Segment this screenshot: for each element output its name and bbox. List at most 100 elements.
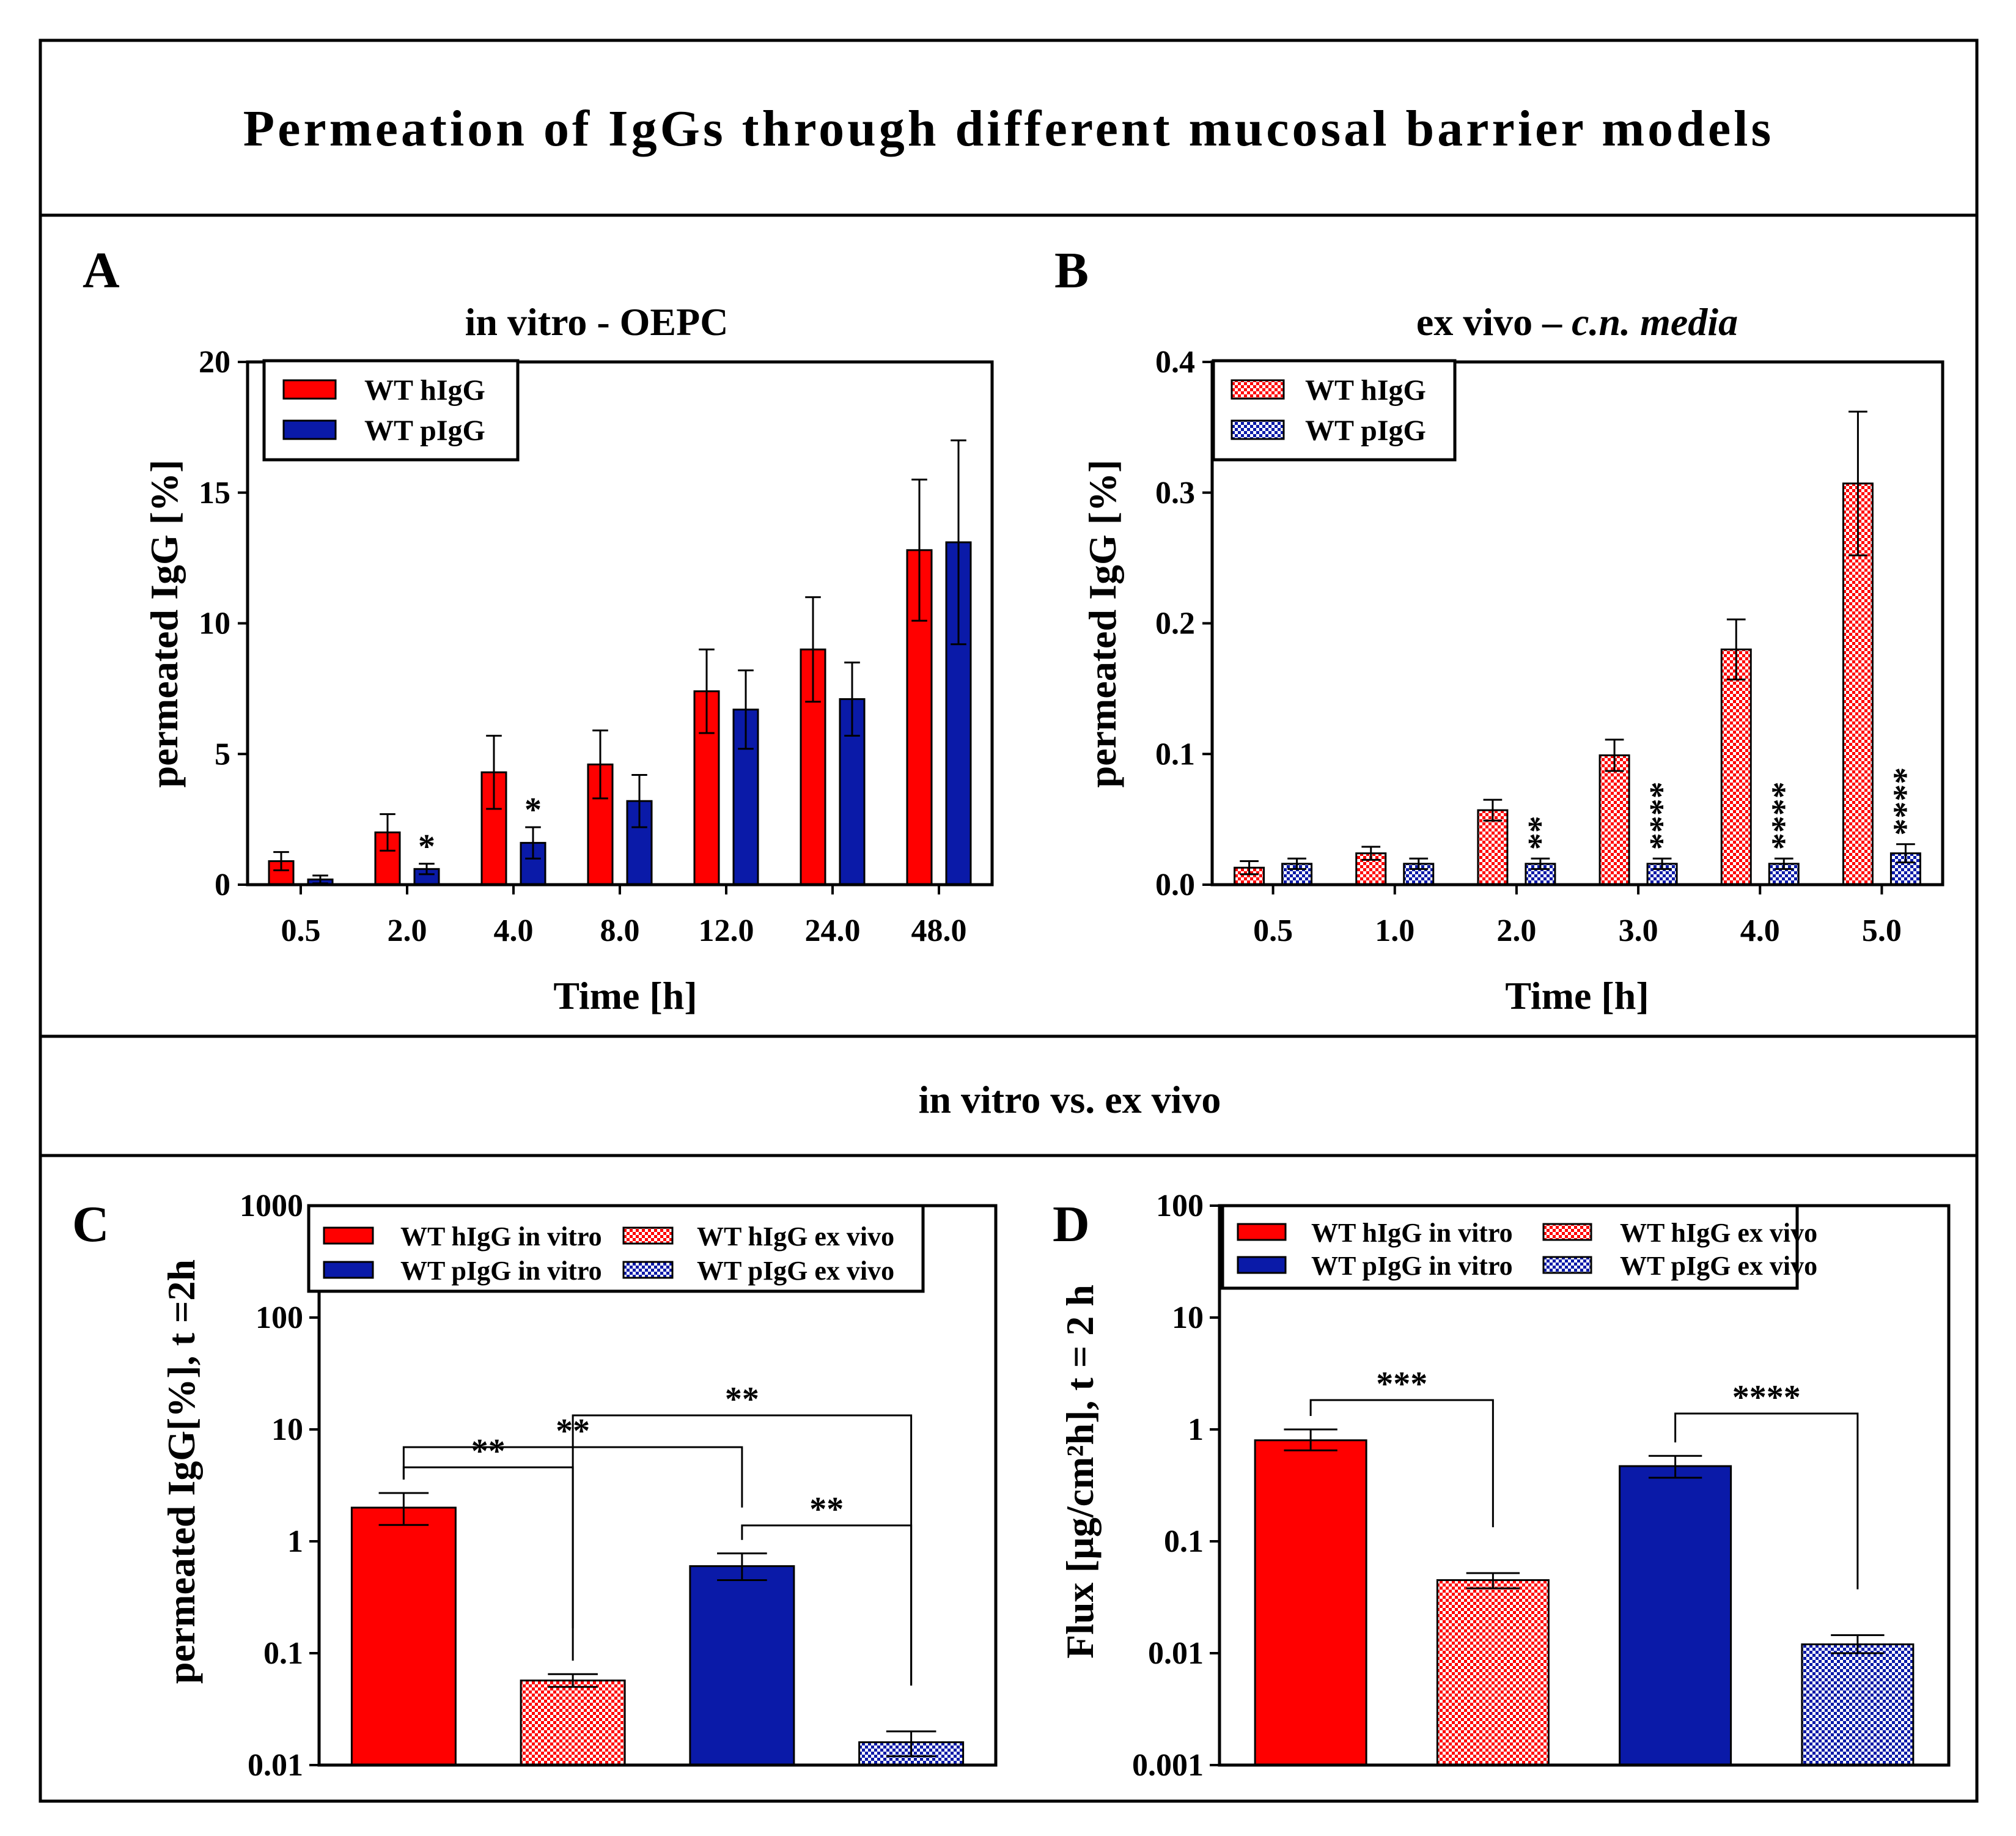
panel-a-xtick-label: 12.0 [699, 913, 754, 948]
panel-a-legend-pIgG: WT pIgG [364, 415, 485, 447]
panel-b-title-plain: ex vivo – [1416, 300, 1572, 344]
panel-a-legend-hIgG: WT hIgG [364, 374, 485, 407]
panel-b-significance-label: ** [1521, 816, 1559, 850]
panel-d-ytick-label: 0.1 [1164, 1524, 1204, 1559]
panel-a-xtick-label: 24.0 [805, 913, 861, 948]
panel-a-plot-frame [246, 360, 994, 887]
panel-d-legend-box [1221, 1204, 1799, 1290]
figure-frame [39, 39, 1979, 1803]
panel-d-letter: D [1053, 1196, 1090, 1253]
panel-c-comparison-label: ** [725, 1381, 759, 1418]
panel-d-ylabel: Flux [µg/cm²h], t = 2 h [1058, 1285, 1102, 1659]
panel-a-legend: WT hIgG WT pIgG [262, 359, 520, 462]
panel-d-bar-4 [1801, 1643, 1915, 1766]
panel-d-bar-1 [1254, 1439, 1367, 1766]
panel-d-legend-pIgG-vivo: WT pIgG ex vivo [1620, 1251, 1817, 1281]
panel-b-xtick-label: 1.0 [1375, 913, 1415, 948]
panel-a-significance-label: * [418, 828, 435, 866]
panel-a-xtick-label: 0.5 [281, 913, 321, 948]
panel-b-ylabel: permeated IgG [%] [1081, 460, 1124, 788]
panel-b-xtick-label: 4.0 [1740, 913, 1780, 948]
panel-a-title: in vitro - OEPC [465, 300, 729, 344]
panel-c-legend-swatch-pIgG-vivo [622, 1261, 674, 1279]
panel-b-ytick-label: 0.3 [1155, 476, 1195, 511]
panel-b-ytick-label: 0.2 [1155, 606, 1195, 641]
panel-a-ytick-label: 20 [199, 345, 230, 380]
panel-a-xtick-label: 4.0 [494, 913, 534, 948]
panel-b-xtick-label: 3.0 [1619, 913, 1658, 948]
figure-title: Permeation of IgGs through different muc… [243, 100, 1774, 157]
panel-a-ytick-label: 0 [215, 868, 230, 902]
panel-d-comparison-label: *** [1376, 1365, 1427, 1403]
panel-b-xtick-label: 2.0 [1496, 913, 1536, 948]
panel-b-legend: WT hIgG WT pIgG [1212, 359, 1457, 462]
panel-a-ytick-label: 5 [215, 737, 230, 772]
panel-c-legend-swatch-hIgG-vivo [622, 1226, 674, 1245]
panel-c-ytick-label: 100 [256, 1300, 303, 1335]
panel-b-significance-label: **** [1886, 767, 1924, 836]
panel-c-legend-swatch-hIgG-vitro [323, 1226, 374, 1245]
panel-c-ytick-label: 1000 [240, 1189, 303, 1223]
panel-a-ytick-label: 15 [199, 476, 230, 511]
panel-c-legend: WT hIgG in vitro WT hIgG ex vivo WT pIgG… [307, 1204, 925, 1293]
panel-b-ytick-label: 0.1 [1155, 737, 1195, 772]
panel-c-letter: C [72, 1196, 109, 1253]
panel-b-legend-swatch-hIgG [1231, 379, 1285, 400]
panel-b-title-italic: c.n. media [1572, 300, 1738, 344]
panel-a: A in vitro - OEPC permeated IgG [%] Time… [83, 242, 994, 1017]
panel-c-ytick-label: 0.1 [263, 1636, 303, 1671]
panel-d-bar-3 [1619, 1465, 1732, 1766]
panel-d-ytick-label: 1 [1188, 1412, 1204, 1447]
panel-c-ytick-label: 10 [271, 1412, 303, 1447]
panel-b-legend-pIgG: WT pIgG [1305, 415, 1426, 447]
panel-c-bar-3 [689, 1565, 795, 1766]
panel-a-xtick-label: 48.0 [911, 913, 967, 948]
panel-b-plot: 0.0 0.1 0.2 0.3 0.4 0.5 1.0 2.0 ** 3.0 **** 4.0 ****… [1155, 345, 1924, 948]
panel-c-legend-hIgG-vivo: WT hIgG ex vivo [697, 1222, 894, 1252]
panel-d-comparison-bracket [1309, 1399, 1494, 1527]
section-title: in vitro vs. ex vivo [919, 1078, 1221, 1121]
panel-b-letter: B [1054, 242, 1089, 299]
panel-b-title: ex vivo – c.n. media [1416, 300, 1738, 344]
panel-c-comparison-label: ** [471, 1432, 506, 1470]
panel-c-bar-1 [350, 1506, 457, 1766]
panel-c-legend-pIgG-vivo: WT pIgG ex vivo [697, 1256, 894, 1286]
panel-c: C permeated IgG[%], t =2h 0.01 0.1 1 10 100 1… [72, 1189, 998, 1783]
panel-d-ytick-label: 100 [1156, 1189, 1204, 1223]
panel-b-significance-label: **** [1765, 781, 1803, 850]
panel-a-ytick-label: 10 [199, 606, 230, 641]
panel-d-legend-hIgG-vitro: WT hIgG in vitro [1311, 1218, 1513, 1248]
panel-d: D Flux [µg/cm²h], t = 2 h 0.001 0.01 0.1 1 1… [1053, 1189, 1951, 1783]
panel-d-legend: WT hIgG in vitro WT hIgG ex vivo WT pIgG… [1221, 1204, 1817, 1290]
panel-d-bar-2 [1436, 1579, 1550, 1766]
panel-b-bar-hIgG [1598, 754, 1630, 886]
panel-b-ytick-label: 0.0 [1155, 868, 1195, 902]
panel-d-legend-swatch-pIgG-vivo [1542, 1256, 1592, 1274]
panel-b-ytick-label: 0.4 [1155, 345, 1195, 380]
panel-c-comparison-bracket [741, 1524, 913, 1686]
panel-d-comparison-bracket [1674, 1412, 1859, 1590]
panel-c-legend-box [307, 1204, 925, 1293]
panel-b-legend-swatch-pIgG [1231, 419, 1285, 440]
panel-b-xlabel: Time [h] [1505, 974, 1649, 1017]
panel-a-xtick-label: 8.0 [600, 913, 640, 948]
panel-d-ytick-label: 0.01 [1148, 1636, 1204, 1671]
panel-b-legend-box [1212, 359, 1457, 462]
panel-a-legend-swatch-pIgG [282, 419, 337, 440]
panel-d-legend-swatch-pIgG-vitro [1237, 1256, 1287, 1274]
panel-c-legend-hIgG-vitro: WT hIgG in vitro [400, 1222, 602, 1252]
panel-c-comparison-label: ** [809, 1491, 844, 1528]
panel-c-legend-swatch-pIgG-vitro [323, 1261, 374, 1279]
panel-b-xtick-label: 0.5 [1253, 913, 1293, 948]
panel-b: B ex vivo – c.n. media permeated IgG [%]… [1054, 242, 1944, 1017]
panel-a-ylabel: permeated IgG [%] [142, 460, 186, 788]
panel-b-bar-hIgG [1477, 809, 1509, 886]
panel-a-letter: A [83, 242, 120, 299]
panel-c-ytick-label: 0.01 [248, 1748, 303, 1783]
panel-b-significance-label: **** [1643, 781, 1681, 850]
panel-a-xlabel: Time [h] [553, 974, 697, 1017]
panel-c-ytick-label: 1 [287, 1524, 303, 1559]
panel-d-comparison-label: **** [1732, 1379, 1801, 1417]
